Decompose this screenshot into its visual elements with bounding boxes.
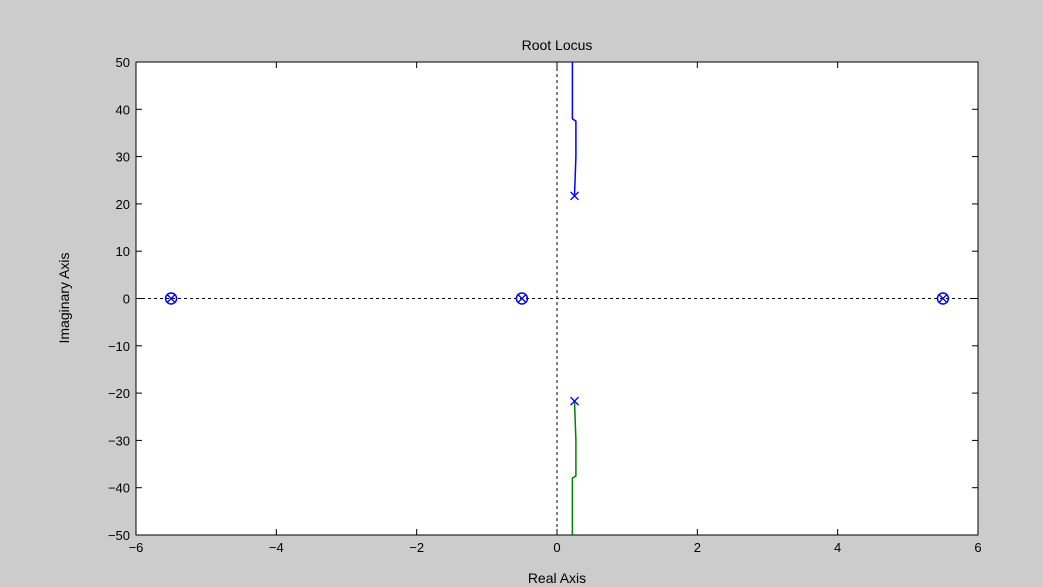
locus-branch-2 [571,401,577,535]
pole-marker-5 [938,294,948,303]
y-axis-label: Imaginary Axis [56,252,72,343]
locus-branch-1 [571,62,577,196]
pole-marker-1 [570,191,580,201]
locus-branches [571,62,577,535]
axis-ticks [135,61,979,536]
x-tick-label-4: 2 [694,540,701,555]
reference-lines [136,62,978,535]
x-tick-label-5: 4 [834,540,841,555]
pole-marker-2 [570,396,580,406]
y-tick-label-9: 40 [116,102,130,117]
y-tick-label-10: 50 [116,55,130,70]
y-tick-label-4: −10 [108,339,130,354]
x-axis-label: Real Axis [528,570,586,586]
y-tick-label-5: 0 [123,292,130,307]
pole-marker-4 [517,294,527,303]
x-tick-label-0: −6 [129,540,144,555]
y-tick-label-0: −50 [108,528,130,543]
x-tick-label-2: −2 [409,540,424,555]
zero-marker-2 [515,292,529,305]
y-tick-label-6: 10 [116,244,130,259]
pole-marker-3 [166,294,176,303]
y-tick-label-7: 20 [116,197,130,212]
y-tick-label-1: −40 [108,481,130,496]
x-tick-label-6: 6 [974,540,981,555]
x-tick-label-1: −4 [269,540,284,555]
chart-title: Root Locus [522,37,593,53]
y-tick-label-8: 30 [116,150,130,165]
y-tick-label-2: −30 [108,433,130,448]
x-tick-label-3: 0 [553,540,560,555]
y-tick-label-3: −20 [108,386,130,401]
zero-marker-1 [164,292,178,305]
pole-zero-markers [164,191,950,406]
zero-marker-3 [936,292,950,305]
